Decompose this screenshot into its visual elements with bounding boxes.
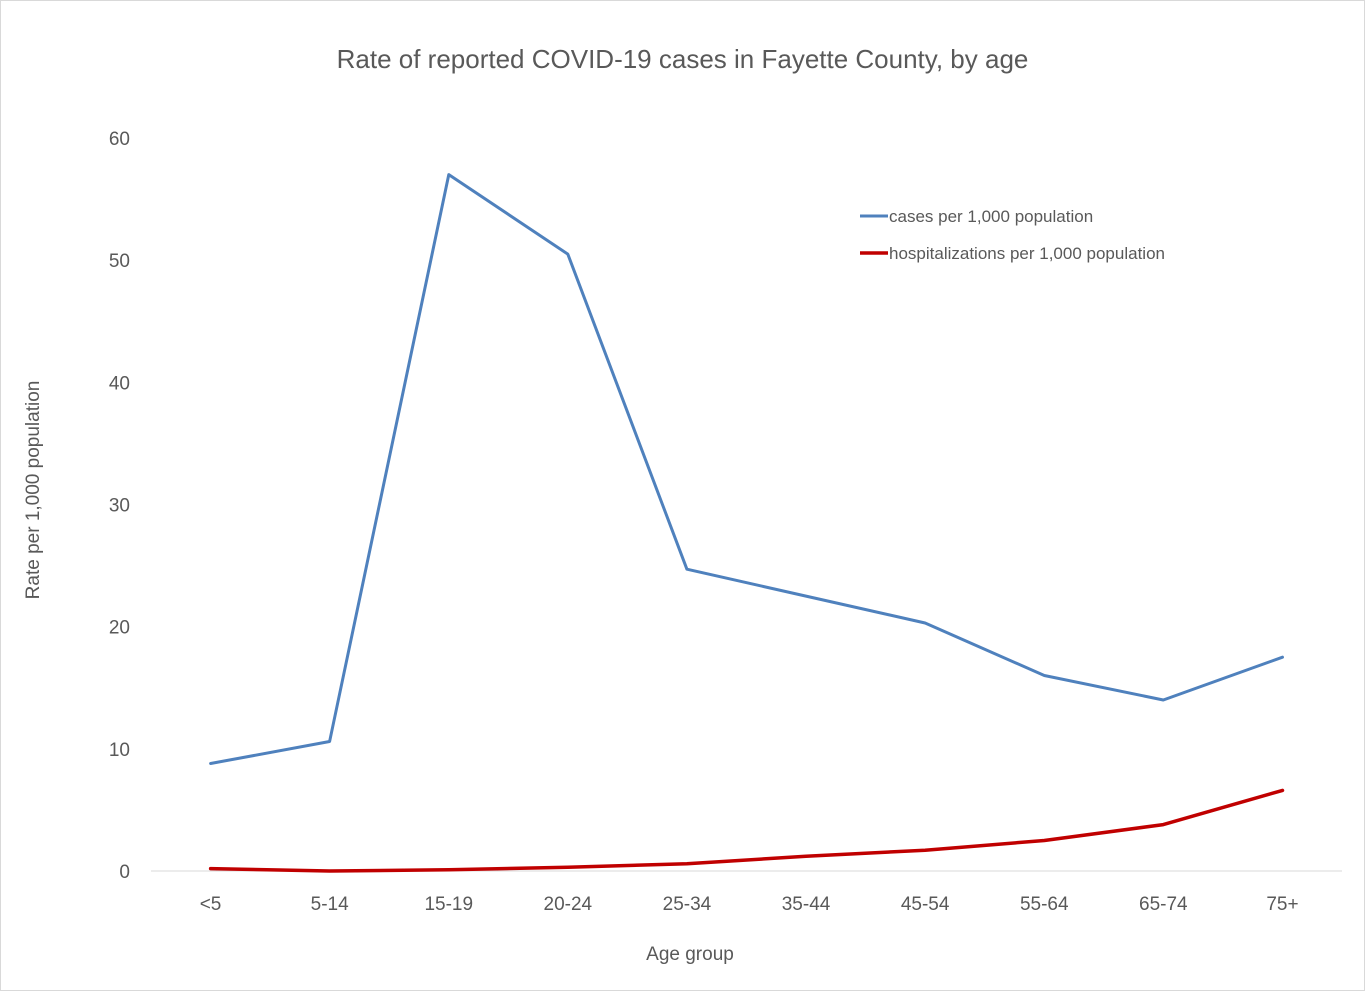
series-line-hospitalizations (208, 788, 1285, 873)
x-tick-label: 55-64 (1020, 894, 1069, 915)
y-tick-label: 0 (119, 862, 130, 883)
chart-title: Rate of reported COVID-19 cases in Fayet… (336, 44, 1029, 74)
legend-label: cases per 1,000 population (889, 207, 1093, 226)
x-tick-label: 35-44 (782, 894, 831, 915)
y-tick-label: 30 (109, 496, 130, 517)
x-tick-label: 25-34 (663, 894, 712, 915)
x-tick-label: 45-54 (901, 894, 950, 915)
y-tick-label: 60 (109, 129, 130, 150)
y-tick-label: 20 (109, 618, 130, 639)
y-tick-label: 40 (109, 373, 130, 394)
x-tick-label: 5-14 (311, 894, 349, 915)
y-tick-label: 50 (109, 251, 130, 272)
x-tick-label: 65-74 (1139, 894, 1188, 915)
x-tick-label: 75+ (1266, 894, 1298, 915)
legend-label: hospitalizations per 1,000 population (889, 244, 1165, 263)
x-tick-label: 20-24 (544, 894, 593, 915)
x-axis-label: Age group (646, 944, 734, 965)
x-tick-label: 15-19 (424, 894, 473, 915)
y-tick-label: 10 (109, 740, 130, 761)
series-line-cases (209, 173, 1284, 765)
x-tick-label: <5 (200, 894, 222, 915)
